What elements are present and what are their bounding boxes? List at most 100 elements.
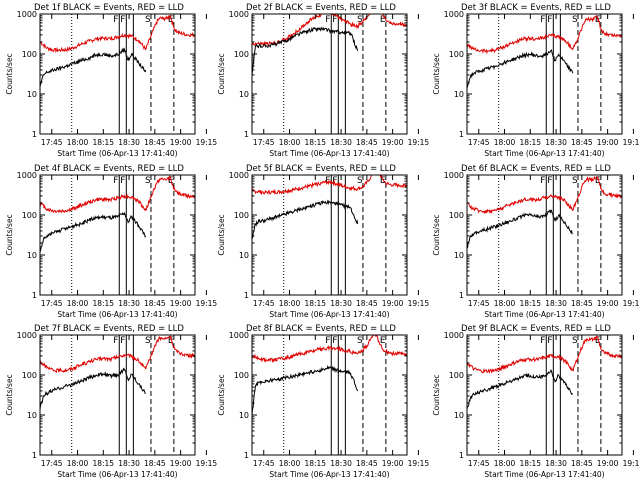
x-tick-label: 19:15: [408, 459, 430, 468]
marker-label: F: [540, 176, 545, 186]
marker-label: F: [547, 336, 552, 346]
x-tick-label: 18:30: [545, 138, 567, 147]
marker-label: F: [540, 15, 545, 25]
marker-label: F: [547, 176, 552, 186]
x-axis-label: Start Time (06-Apr-13 17:41:40): [484, 470, 604, 479]
x-tick-label: 17:45: [41, 459, 63, 468]
panel-det6: Det 6f BLACK = Events, RED = LLD F F S E 1 10 1…: [432, 164, 640, 319]
marker-label: S: [145, 15, 151, 25]
marker-label: F: [120, 15, 125, 25]
y-tick-label: 100: [234, 211, 249, 220]
marker-label: F: [547, 15, 552, 25]
x-tick-label: 19:00: [597, 138, 619, 147]
x-tick-label: 18:45: [144, 138, 166, 147]
panel-det8: Det 8f BLACK = Events, RED = LLD F F S E 1 10 1…: [217, 324, 429, 479]
y-tick-label: 10: [454, 90, 464, 99]
plot-frame: [251, 334, 408, 456]
marker-label: E: [380, 15, 386, 25]
marker-label: E: [168, 336, 174, 346]
marker-label: S: [357, 15, 363, 25]
y-axis-label: Counts/sec: [217, 214, 226, 255]
marker-label: S: [145, 176, 151, 186]
x-tick-label: 18:45: [144, 299, 166, 308]
x-tick-label: 18:00: [494, 459, 516, 468]
x-tick-label: 19:15: [623, 138, 640, 147]
x-tick-label: 18:15: [304, 459, 326, 468]
y-tick-label: 1000: [17, 331, 37, 340]
x-tick-label: 17:45: [468, 299, 490, 308]
x-tick-label: 18:30: [118, 138, 140, 147]
x-tick-label: 18:00: [279, 459, 301, 468]
x-tick-label: 17:45: [468, 138, 490, 147]
x-tick-label: 18:45: [571, 459, 593, 468]
x-tick-label: 18:00: [67, 459, 89, 468]
panel-det1: Det 1f BLACK = Events, RED = LLD F F S E 1 10 1…: [5, 3, 217, 158]
panel-det5: Det 5f BLACK = Events, RED = LLD F F S E 1 10 1…: [217, 164, 429, 319]
chart-title: Det 4f BLACK = Events, RED = LLD: [34, 164, 184, 174]
x-tick-label: 18:00: [279, 138, 301, 147]
y-tick-label: 100: [449, 50, 464, 59]
series-line-events: [252, 26, 359, 75]
x-tick-label: 18:15: [92, 299, 114, 308]
chart-title: Det 5f BLACK = Events, RED = LLD: [246, 164, 396, 174]
y-tick-label: 100: [22, 211, 37, 220]
chart-title: Det 6f BLACK = Events, RED = LLD: [461, 164, 611, 174]
x-tick-label: 18:45: [144, 459, 166, 468]
x-tick-label: 18:45: [356, 299, 378, 308]
y-tick-label: 1000: [444, 331, 464, 340]
marker-label: E: [380, 176, 386, 186]
x-tick-label: 18:15: [304, 138, 326, 147]
x-tick-label: 18:00: [279, 299, 301, 308]
y-tick-label: 1000: [229, 10, 249, 19]
x-tick-label: 18:15: [92, 459, 114, 468]
x-tick-label: 19:15: [623, 299, 640, 308]
x-tick-label: 18:45: [571, 138, 593, 147]
y-tick-label: 1000: [444, 10, 464, 19]
x-tick-label: 19:00: [170, 138, 192, 147]
y-tick-label: 10: [239, 251, 249, 260]
marker-label: S: [357, 336, 363, 346]
marker-label: F: [325, 336, 330, 346]
x-tick-label: 19:00: [382, 299, 404, 308]
marker-label: F: [113, 15, 118, 25]
y-tick-label: 10: [27, 251, 37, 260]
y-axis-label: Counts/sec: [5, 53, 14, 94]
series-line-lld: [252, 175, 407, 196]
x-tick-label: 18:45: [356, 138, 378, 147]
y-tick-label: 1000: [17, 10, 37, 19]
series-line-lld: [40, 335, 195, 374]
x-tick-label: 19:15: [408, 138, 430, 147]
x-tick-label: 17:45: [41, 299, 63, 308]
marker-label: F: [120, 176, 125, 186]
y-tick-label: 100: [449, 211, 464, 220]
x-tick-label: 18:15: [519, 459, 541, 468]
plot-frame: [251, 13, 408, 135]
series-line-lld: [467, 15, 622, 55]
marker-label: F: [113, 176, 118, 186]
y-tick-label: 1000: [444, 171, 464, 180]
y-tick-label: 100: [234, 50, 249, 59]
x-tick-label: 19:15: [408, 299, 430, 308]
y-tick-label: 100: [22, 371, 37, 380]
x-tick-label: 19:00: [382, 459, 404, 468]
y-tick-label: 1000: [229, 171, 249, 180]
marker-label: E: [595, 176, 601, 186]
chart-title: Det 3f BLACK = Events, RED = LLD: [461, 3, 611, 13]
x-tick-label: 17:45: [253, 138, 275, 147]
chart-title: Det 1f BLACK = Events, RED = LLD: [34, 3, 184, 13]
y-tick-label: 10: [454, 251, 464, 260]
x-axis-label: Start Time (06-Apr-13 17:41:40): [57, 470, 177, 479]
y-tick-label: 1000: [229, 331, 249, 340]
x-tick-label: 19:00: [170, 459, 192, 468]
y-axis-label: Counts/sec: [217, 374, 226, 415]
y-tick-label: 1: [32, 291, 37, 300]
marker-label: S: [572, 336, 578, 346]
y-axis-label: Counts/sec: [5, 374, 14, 415]
x-tick-label: 18:00: [494, 299, 516, 308]
x-tick-label: 18:30: [118, 459, 140, 468]
x-tick-label: 19:15: [196, 459, 218, 468]
marker-label: E: [595, 336, 601, 346]
y-tick-label: 1: [32, 130, 37, 139]
